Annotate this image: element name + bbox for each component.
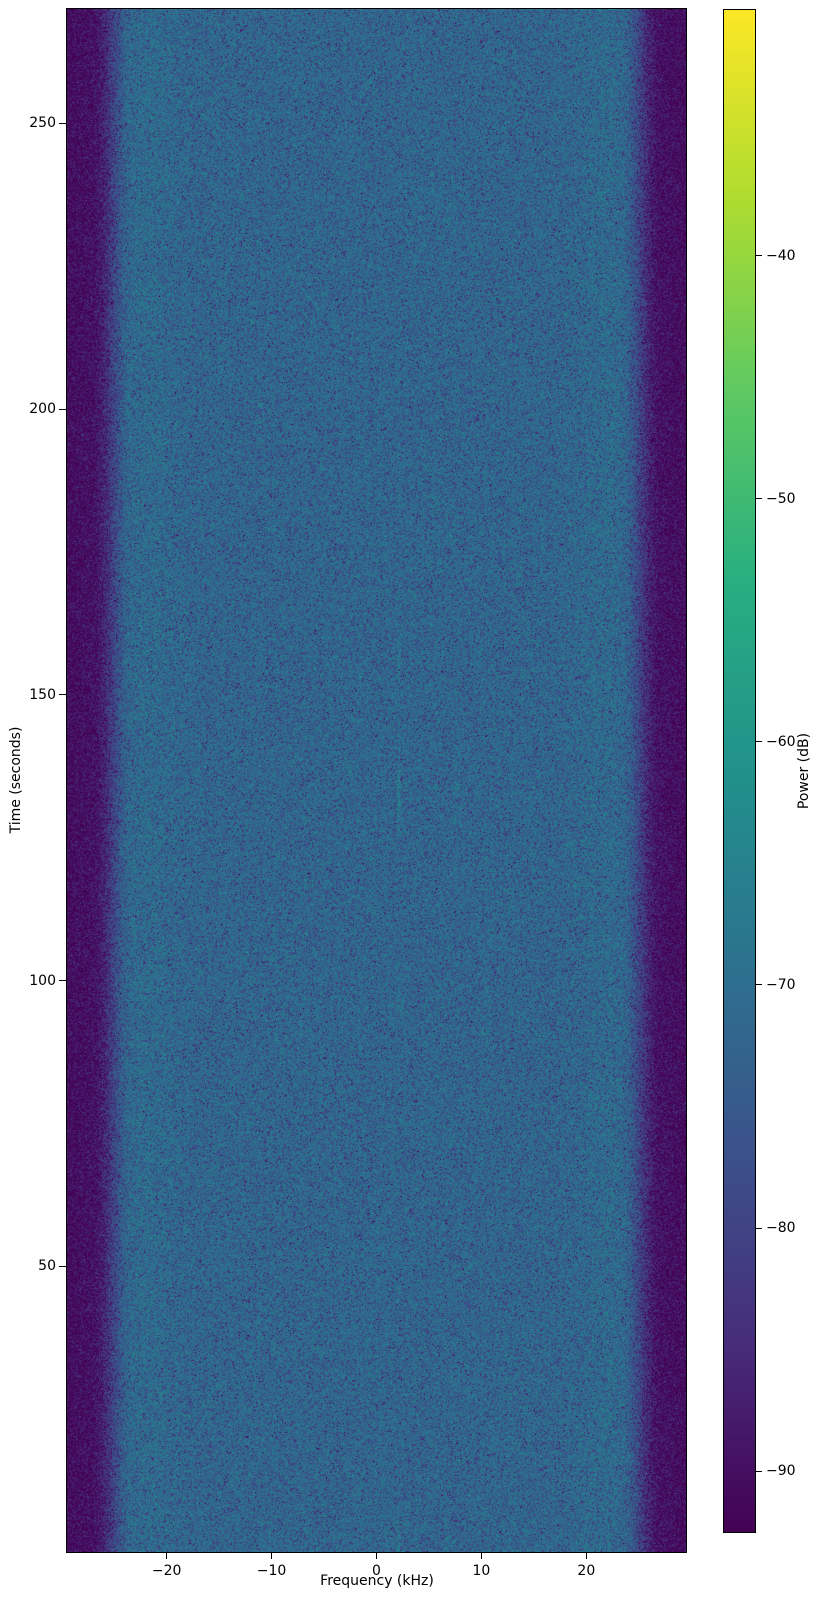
- colorbar-tick-label: −70: [766, 976, 796, 993]
- colorbar-tick-label: −40: [766, 247, 796, 264]
- y-tick-label: 100: [29, 972, 56, 989]
- x-tick-mark: [271, 1553, 273, 1559]
- x-tick-label: 20: [577, 1563, 596, 1579]
- colorbar-canvas: [724, 10, 755, 1532]
- x-tick-mark: [376, 1553, 377, 1559]
- colorbar-tick-mark: [756, 498, 762, 500]
- y-tick-label: 150: [29, 686, 56, 703]
- colorbar-tick-label: −50: [766, 490, 796, 507]
- x-tick-mark: [585, 1553, 587, 1559]
- x-tick-label: −20: [151, 1563, 182, 1579]
- colorbar-tick-label: −60: [766, 733, 796, 750]
- x-tick-label: 0: [372, 1563, 381, 1579]
- y-tick-label: 50: [38, 1258, 56, 1275]
- colorbar: [723, 9, 756, 1533]
- y-tick-label: 250: [29, 115, 56, 132]
- colorbar-label: Power (dB): [796, 732, 812, 810]
- y-tick-label: 200: [29, 401, 56, 418]
- x-tick-mark: [166, 1553, 168, 1559]
- y-tick-mark: [59, 122, 66, 124]
- colorbar-tick-label: −80: [766, 1220, 796, 1237]
- y-tick-mark: [59, 1265, 66, 1267]
- x-axis-label: Frequency (kHz): [320, 1573, 434, 1589]
- colorbar-tick-mark: [756, 984, 762, 986]
- y-tick-mark: [59, 408, 66, 410]
- x-tick-label: −10: [256, 1563, 287, 1579]
- colorbar-tick-mark: [756, 1470, 762, 1472]
- colorbar-tick-mark: [756, 741, 762, 743]
- y-tick-mark: [59, 694, 66, 696]
- x-tick-label: 10: [472, 1563, 491, 1579]
- colorbar-tick-label: −90: [766, 1463, 796, 1480]
- colorbar-tick-mark: [756, 1227, 762, 1229]
- y-axis-label: Time (seconds): [8, 726, 24, 834]
- spectrogram-canvas: [67, 9, 686, 1552]
- colorbar-tick-mark: [756, 255, 762, 257]
- x-tick-mark: [480, 1553, 482, 1559]
- plot-area: [66, 8, 687, 1553]
- y-tick-mark: [59, 980, 66, 982]
